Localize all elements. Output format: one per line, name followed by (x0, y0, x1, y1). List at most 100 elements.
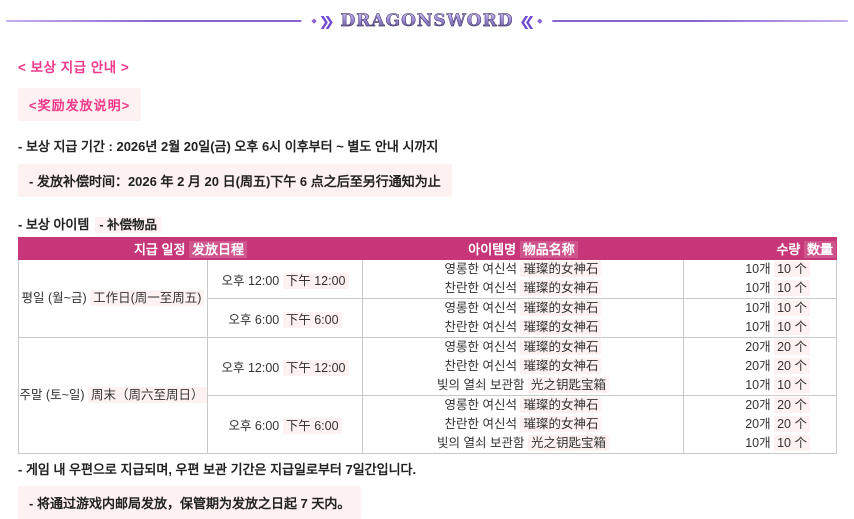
text-chinese: 10 个 (774, 280, 810, 296)
items-cell: 영롱한 여신석 璀璨的女神石 찬란한 여신석 璀璨的女神石 (362, 259, 684, 299)
text-korean: 찬란한 여신석 (444, 359, 517, 373)
item-line: 찬란한 여신석 璀璨的女神石 (363, 415, 683, 434)
quantity-line: 10개 10 个 (684, 260, 836, 279)
text-korean: 10개 (745, 281, 771, 295)
quantity-line: 10개 10 个 (684, 318, 836, 337)
text-korean: 오후 6:00 (228, 419, 280, 433)
reward-period-chinese: - 发放补偿时间：2026 年 2 月 20 日(周五)下午 6 点之后至另行通… (18, 164, 452, 197)
table-row: 오후 6:00 下午 6:00 영롱한 여신석 璀璨的女神石 찬란한 여신석 璀璨的… (19, 395, 837, 454)
quantity-line: 20개 20 个 (684, 338, 836, 357)
text-korean: 영롱한 여신석 (444, 398, 517, 412)
text-chinese: 10 个 (774, 435, 810, 451)
content-area: < 보상 지급 안내 > <奖励发放说明> - 보상 지급 기간 : 2026년… (0, 56, 854, 519)
quantity-line: 20개 20 个 (684, 357, 836, 376)
quantity-cell: 10개 10 个 10개 10 个 (683, 259, 837, 299)
quantity-line: 10개 10 个 (684, 299, 836, 318)
item-line: 빛의 열쇠 보관함 光之钥匙宝箱 (363, 434, 683, 453)
items-cell: 영롱한 여신석 璀璨的女神石 찬란한 여신석 璀璨的女神石 (362, 298, 684, 338)
item-line: 영롱한 여신석 璀璨的女神石 (363, 338, 683, 357)
header-item-korean: 아이템명 (468, 242, 517, 257)
header-schedule-korean: 지급 일정 (133, 242, 186, 257)
arrow-right-icon: ◆ ❯❯ (311, 13, 334, 29)
text-korean: 20개 (745, 417, 771, 431)
text-chinese: 20 个 (774, 397, 810, 413)
text-chinese: 周末（周六至周日） (88, 387, 207, 403)
text-korean: 빛의 열쇠 보관함 (437, 378, 525, 392)
day-cell: 주말 (토~일) 周末（周六至周日） (18, 337, 208, 454)
item-line: 찬란한 여신석 璀璨的女神石 (363, 318, 683, 337)
text-chinese: 下午 6:00 (282, 311, 342, 328)
text-chinese: 璀璨的女神石 (520, 280, 602, 296)
text-korean: 20개 (745, 398, 771, 412)
time-cell: 오후 6:00 下午 6:00 (207, 298, 363, 338)
item-line: 찬란한 여신석 璀璨的女神石 (363, 357, 683, 376)
text-chinese: 光之钥匙宝箱 (527, 435, 609, 451)
text-chinese: 光之钥匙宝箱 (527, 377, 609, 393)
text-korean: 주말 (토~일) (19, 388, 85, 402)
text-korean: 찬란한 여신석 (444, 320, 517, 334)
text-chinese: 20 个 (774, 358, 810, 374)
text-chinese: 璀璨的女神石 (520, 339, 602, 355)
text-chinese: 下午 12:00 (282, 360, 349, 376)
text-chinese: 璀璨的女神石 (520, 300, 602, 316)
page-title-chinese: <奖励发放说明> (18, 88, 142, 121)
text-chinese: 璀璨的女神石 (520, 358, 602, 374)
mail-notice-chinese: - 将通过游戏内邮局发放，保管期为发放之日起 7 天内。 (18, 486, 362, 519)
time-cell: 오후 12:00 下午 12:00 (207, 337, 363, 396)
quantity-line: 20개 20 个 (684, 415, 836, 434)
header-item-chinese: 物品名称 (519, 241, 578, 258)
text-korean: 10개 (745, 378, 771, 392)
quantity-line: 20개 20 个 (684, 396, 836, 415)
dragonsword-logo: DRAGONSWORD (340, 11, 514, 32)
table-row: 오후 6:00 下午 6:00 영롱한 여신석 璀璨的女神石 찬란한 여신석 璀璨的… (19, 298, 837, 338)
items-cell: 영롱한 여신석 璀璨的女神石 찬란한 여신석 璀璨的女神石 빛의 열쇠 보관함 光之… (362, 337, 684, 396)
text-korean: 오후 12:00 (221, 361, 280, 375)
text-korean: 10개 (745, 262, 771, 276)
header-quantity: 수량 数量 (683, 237, 837, 260)
mail-notice-korean: - 게임 내 우편으로 지급되며, 우편 보관 기간은 지급일로부터 7일간입니… (18, 462, 417, 477)
text-chinese: 下午 6:00 (282, 418, 342, 434)
text-korean: 찬란한 여신석 (444, 281, 517, 295)
reward-items-label: - 보상 아이템 - 补偿物品 (18, 214, 836, 233)
reward-table: 지급 일정 发放日程 아이템명 物品名称 수량 数量 평일 (월~금) 工作日(… (18, 237, 837, 454)
text-korean: 20개 (745, 340, 771, 354)
text-korean: 평일 (월~금) (21, 291, 87, 305)
item-line: 영롱한 여신석 璀璨的女神石 (363, 396, 683, 415)
text-korean: 10개 (745, 301, 771, 315)
items-cell: 영롱한 여신석 璀璨的女神石 찬란한 여신석 璀璨的女神石 빛의 열쇠 보관함 光之… (362, 395, 684, 454)
page-title-korean: < 보상 지급 안내 > (18, 60, 130, 75)
text-korean: 찬란한 여신석 (444, 417, 517, 431)
header-schedule-chinese: 发放日程 (189, 241, 248, 258)
header-quantity-chinese: 数量 (803, 241, 836, 258)
item-line: 영롱한 여신석 璀璨的女神石 (363, 260, 683, 279)
header-item-name: 아이템명 物品名称 (362, 237, 684, 260)
header-quantity-korean: 수량 (776, 242, 801, 257)
table-row: 주말 (토~일) 周末（周六至周日） 오후 12:00 下午 12:00 영롱한 여… (18, 337, 837, 454)
item-line: 영롱한 여신석 璀璨的女神石 (363, 299, 683, 318)
text-korean: 영롱한 여신석 (444, 262, 517, 276)
quantity-line: 10개 10 个 (684, 434, 836, 453)
decorative-divider: ◆ ❯❯ DRAGONSWORD ◆ ❯❯ (0, 0, 854, 42)
quantity-line: 10개 10 个 (684, 376, 836, 395)
item-line: 찬란한 여신석 璀璨的女神石 (363, 279, 683, 298)
text-chinese: 10 个 (774, 319, 810, 335)
text-korean: 20개 (745, 359, 771, 373)
text-chinese: 10 个 (774, 300, 810, 316)
text-chinese: 璀璨的女神石 (520, 416, 602, 432)
table-header-row: 지급 일정 发放日程 아이템명 物品名称 수량 数量 (18, 237, 837, 260)
text-korean: 영롱한 여신석 (444, 340, 517, 354)
text-korean: 영롱한 여신석 (444, 301, 517, 315)
table-row: 평일 (월~금) 工作日(周一至周五) 오후 12:00 下午 12:00 영롱한 … (18, 259, 837, 338)
time-cell: 오후 6:00 下午 6:00 (207, 395, 363, 454)
quantity-cell: 10개 10 个 10개 10 个 (683, 298, 837, 338)
reward-items-label-chinese: - 补偿物品 (95, 217, 161, 233)
item-line: 빛의 열쇠 보관함 光之钥匙宝箱 (363, 376, 683, 395)
text-korean: 오후 6:00 (228, 312, 280, 327)
quantity-line: 10개 10 个 (684, 279, 836, 298)
text-korean: 빛의 열쇠 보관함 (437, 436, 525, 450)
reward-items-label-korean: - 보상 아이템 (18, 217, 90, 232)
quantity-cell: 20개 20 个 20개 20 个 10개 10 个 (683, 337, 837, 396)
text-chinese: 工作日(周一至周五) (90, 290, 205, 306)
text-chinese: 下午 12:00 (282, 272, 349, 289)
